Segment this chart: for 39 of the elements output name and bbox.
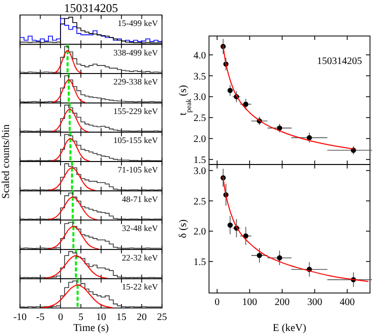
x-axis-title: Time (s) — [73, 323, 110, 334]
x-tick-label: 20 — [136, 312, 147, 323]
x-axis-title: E (keV) — [272, 323, 307, 334]
y-tick-label: 3.0 — [194, 166, 206, 178]
annotation: 71-105 keV — [118, 164, 159, 174]
x-tick-label: 200 — [274, 297, 290, 308]
y-tick-label: 2.0 — [194, 134, 206, 146]
x-tick-label: 25 — [157, 312, 167, 323]
y-tick-label: 1.5 — [194, 154, 206, 166]
annotation: 150314205 — [317, 56, 362, 67]
x-tick-label: -10 — [13, 312, 27, 323]
x-tick-label: 15 — [116, 312, 126, 323]
annotation: 32-48 keV — [122, 223, 159, 234]
annotation: 15-499 keV — [118, 18, 159, 28]
x-tick-label: 400 — [340, 297, 355, 308]
y-tick-label: 4.0 — [194, 50, 206, 62]
y-tick-label: 2.0 — [194, 226, 206, 238]
chart-title: 150314205 — [64, 1, 118, 15]
y-tick-label: 3.5 — [194, 71, 206, 82]
x-tick-label: 300 — [307, 297, 322, 308]
y-tick-label: 3.0 — [194, 92, 206, 104]
y-tick-label: 2.5 — [194, 113, 206, 124]
x-tick-label: 5 — [78, 312, 84, 323]
y-tick-label: 1.5 — [194, 256, 206, 268]
x-tick-label: -5 — [36, 312, 44, 323]
y-tick-label: 2.5 — [194, 196, 206, 208]
annotation: 22-32 keV — [122, 252, 159, 262]
y-axis-title: Scaled counts/bin — [1, 124, 12, 199]
annotation: 155-229 keV — [113, 106, 159, 116]
annotation: 105-155 keV — [113, 135, 159, 146]
x-tick-label: 10 — [96, 312, 106, 323]
x-tick-label: 0 — [214, 297, 220, 308]
annotation: 48-71 keV — [122, 194, 159, 204]
annotation: 15-22 keV — [122, 282, 159, 292]
x-tick-label: 0 — [58, 312, 64, 323]
y-axis-title: δ (s) — [178, 218, 189, 238]
x-tick-label: 100 — [242, 297, 258, 308]
annotation: 229-338 keV — [113, 76, 159, 87]
annotation: 338-499 keV — [113, 47, 159, 58]
